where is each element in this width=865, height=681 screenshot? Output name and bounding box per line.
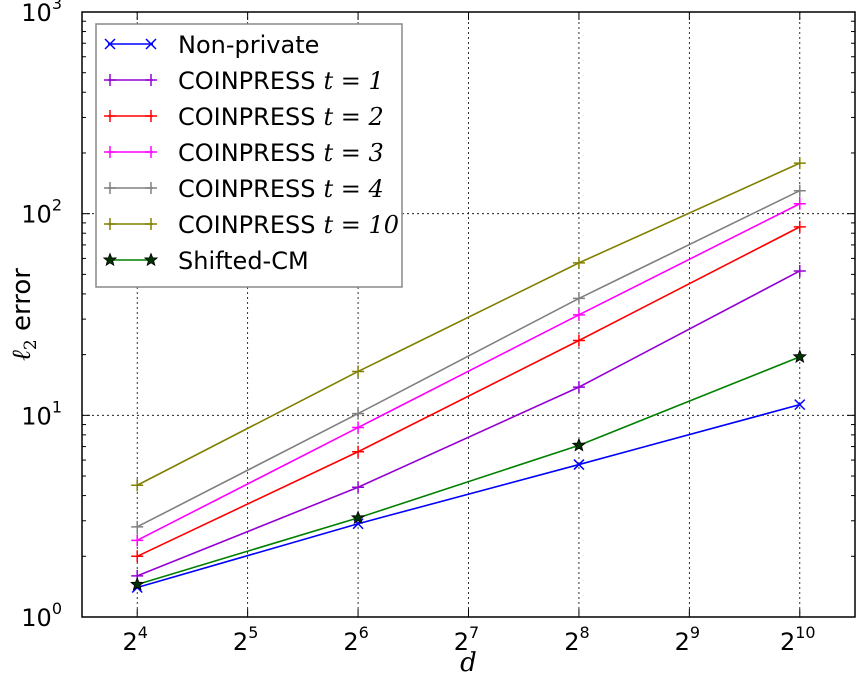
data-point: [793, 184, 806, 197]
x-tick-label: 29: [675, 623, 700, 656]
legend-marker: [102, 252, 118, 267]
legend-item: Shifted-CM: [102, 247, 309, 275]
legend-marker: [145, 218, 157, 230]
series-line: [136, 203, 801, 542]
data-point: [793, 197, 806, 210]
y-tick-label: 103: [21, 0, 62, 27]
series-line: [136, 226, 801, 558]
data-point: [352, 445, 365, 458]
data-point: [572, 334, 585, 347]
series-line: [136, 403, 800, 589]
legend-marker: [143, 252, 159, 267]
legend-box: [95, 23, 403, 288]
legend-marker: [145, 182, 157, 194]
series-line: [136, 162, 801, 486]
data-point: [793, 220, 806, 233]
data-point: [793, 264, 806, 277]
x-tick-label: 25: [233, 623, 258, 656]
data-point: [131, 520, 144, 533]
legend-item: Non-private: [104, 31, 319, 59]
y-tick-label: 102: [21, 196, 62, 229]
legend-label: COINPRESS t = 3: [178, 139, 384, 167]
data-point: [793, 157, 806, 170]
legend-marker: [104, 38, 116, 50]
x-tick-label: 210: [780, 623, 816, 656]
data-point: [131, 550, 144, 563]
data-point: [572, 308, 585, 321]
data-point: [131, 479, 144, 492]
data-point: [129, 576, 145, 591]
legend-label: COINPRESS t = 2: [178, 103, 384, 131]
y-tick-labels: 100 101 102 103: [21, 0, 62, 632]
y-tick-label: 100: [21, 599, 62, 632]
legend-marker: [145, 74, 157, 86]
x-tick-label: 24: [122, 623, 147, 656]
series-line: [136, 356, 801, 586]
data-point: [794, 399, 806, 411]
legend-marker: [104, 218, 116, 230]
data-point: [350, 510, 366, 525]
y-axis-label: ℓ2 error: [7, 268, 41, 361]
legend-label: Shifted-CM: [178, 247, 309, 275]
y-tick-label: 101: [21, 397, 62, 430]
legend-marker: [104, 146, 116, 158]
legend-label: COINPRESS t = 1: [178, 67, 384, 95]
legend-label: Non-private: [178, 31, 319, 59]
data-point: [352, 365, 365, 378]
data-point: [571, 437, 587, 452]
legend-item: COINPRESS t = 10: [104, 211, 399, 239]
legend-marker: [145, 110, 157, 122]
data-point: [352, 407, 365, 420]
legend: Non-private COINPRESS t = 1 COINPRESS t = 2 C…: [95, 23, 403, 288]
data-point: [572, 256, 585, 269]
x-tick-labels: 24 25 26 27 28 29 210: [122, 623, 815, 656]
data-point: [352, 481, 365, 494]
legend-item: COINPRESS t = 3: [104, 139, 384, 167]
x-tick-label: 26: [343, 623, 368, 656]
legend-label: COINPRESS t = 10: [178, 211, 399, 239]
data-point: [573, 459, 585, 471]
legend-marker: [104, 110, 116, 122]
data-point: [352, 421, 365, 434]
legend-marker: [145, 146, 157, 158]
legend-marker: [104, 74, 116, 86]
x-tick-label: 27: [454, 623, 479, 656]
data-point: [572, 292, 585, 305]
legend-marker: [145, 38, 157, 50]
legend-item: COINPRESS t = 2: [104, 103, 384, 131]
data-point: [792, 349, 808, 363]
series-line: [136, 270, 801, 577]
x-tick-label: 28: [564, 623, 589, 656]
series-lines: [129, 157, 808, 594]
data-point: [131, 534, 144, 547]
x-axis-label: d: [460, 648, 477, 678]
legend-label: COINPRESS t = 4: [178, 175, 384, 203]
legend-item: COINPRESS t = 4: [104, 175, 384, 203]
axis-ticks: [82, 11, 855, 618]
legend-item: COINPRESS t = 1: [104, 67, 384, 95]
legend-marker: [104, 182, 116, 194]
series-line: [136, 189, 801, 528]
data-point: [572, 381, 585, 394]
